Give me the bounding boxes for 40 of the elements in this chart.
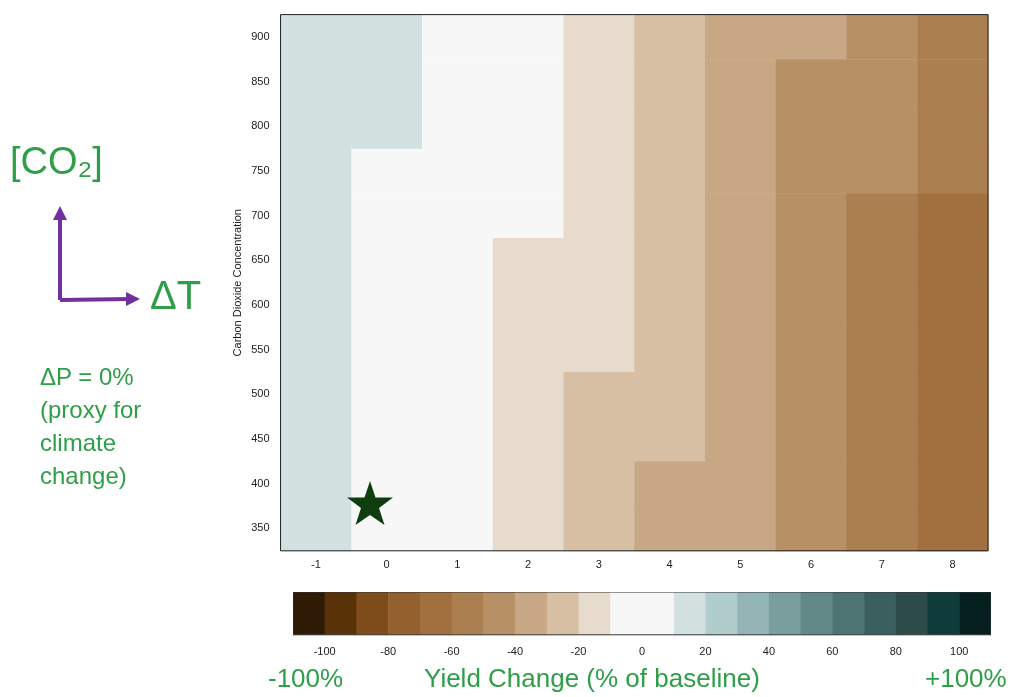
color-bar-label: -80 bbox=[380, 645, 397, 658]
x-tick-label: 5 bbox=[737, 558, 744, 571]
y-tick-label: 900 bbox=[251, 29, 270, 42]
y-tick-label: 650 bbox=[251, 253, 270, 266]
y-tick-label: 550 bbox=[251, 342, 270, 355]
y-tick-label: 600 bbox=[251, 298, 270, 311]
color-bar-label: 40 bbox=[762, 645, 776, 658]
text: -100% bbox=[268, 663, 344, 694]
color-bar-label: -40 bbox=[507, 645, 524, 658]
color-bar-label: 100 bbox=[950, 645, 969, 658]
x-tick-label: 4 bbox=[666, 558, 673, 571]
color-bar-label: -60 bbox=[443, 645, 460, 658]
y-tick-label: 750 bbox=[251, 164, 270, 177]
color-bar-label: 20 bbox=[699, 645, 712, 658]
y-tick-label: 800 bbox=[251, 119, 270, 132]
x-tick-label: -1 bbox=[311, 558, 321, 571]
y-tick-label: 850 bbox=[251, 74, 270, 87]
color-bar-label: 80 bbox=[889, 645, 902, 658]
y-tick-label: 700 bbox=[251, 208, 270, 221]
x-tick-label: 1 bbox=[454, 558, 461, 571]
x-tick-label: 7 bbox=[878, 558, 885, 571]
x-tick-label: 0 bbox=[383, 558, 390, 571]
color-bar-label: -20 bbox=[570, 645, 587, 658]
text: +100% bbox=[925, 663, 1007, 694]
y-tick-label: 500 bbox=[251, 387, 270, 400]
y-tick-label: 400 bbox=[251, 476, 270, 489]
color-bar-title: Yield Change (% of baseline) bbox=[424, 663, 760, 694]
y-tick-label: 350 bbox=[251, 521, 270, 534]
text: ΔP = 0% (proxy for climate change) bbox=[40, 362, 143, 491]
y-axis-title: Carbon Dioxide Concentration bbox=[230, 209, 243, 357]
text: ΔT bbox=[150, 273, 202, 318]
x-tick-label: 2 bbox=[525, 558, 532, 571]
color-bar-label: 0 bbox=[638, 645, 646, 658]
text: [CO₂] bbox=[10, 140, 103, 183]
x-tick-label: 6 bbox=[808, 558, 815, 571]
x-tick-label: 3 bbox=[595, 558, 602, 571]
y-tick-label: 450 bbox=[251, 432, 270, 445]
x-tick-label: 8 bbox=[949, 558, 956, 571]
color-bar-label: -100 bbox=[313, 645, 336, 658]
color-bar-label: 60 bbox=[826, 645, 839, 658]
